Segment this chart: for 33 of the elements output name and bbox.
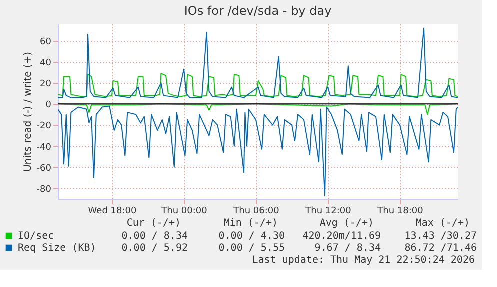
text: 0.00 / 5.55 [218, 243, 285, 254]
y-tick-label: -20 [36, 122, 52, 132]
y-tick-label: -40 [36, 142, 52, 153]
text: 13.43 /30.27 [404, 231, 477, 242]
legend-label: Req Size (KB) [18, 243, 96, 254]
text: Min (-/+) [224, 218, 278, 229]
text: Avg (-/+) [320, 218, 374, 229]
x-tick-label: Thu 06:00 [232, 206, 280, 216]
text: 0.00 / 5.92 [122, 243, 188, 254]
x-tick-label: Thu 00:00 [160, 206, 208, 216]
y-tick-label: -80 [36, 184, 52, 195]
x-tick-label: Wed 18:00 [88, 206, 137, 216]
y-tick-label: 60 [40, 37, 52, 48]
y-tick-label: 20 [40, 80, 52, 90]
text: 0.00 / 4.30 [218, 231, 285, 242]
text: 420.20m/11.69 [302, 231, 381, 242]
text: Max (-/+) [416, 218, 470, 229]
y-tick-label: 0 [46, 100, 52, 111]
legend-label: IO/sec [18, 231, 54, 242]
line-series [58, 73, 458, 98]
line-series [58, 106, 458, 196]
x-tick-label: Thu 18:00 [376, 206, 424, 216]
text: 86.72 /71.46 [404, 243, 477, 254]
text: Last update: Thu May 21 22:50:24 2026 [252, 255, 475, 266]
line-series [58, 28, 458, 98]
chart-title: IOs for /dev/sda - by day [184, 4, 332, 18]
text: Cur (-/+) [126, 218, 181, 229]
text: 0.00 / 8.34 [122, 231, 188, 242]
y-axis-title: Units read (-) / write (+) [22, 52, 34, 172]
y-tick-label: 40 [40, 58, 52, 68]
y-tick-label: -60 [36, 164, 52, 174]
x-tick-label: Thu 12:00 [304, 206, 352, 216]
text: 9.67 / 8.34 [314, 243, 381, 254]
